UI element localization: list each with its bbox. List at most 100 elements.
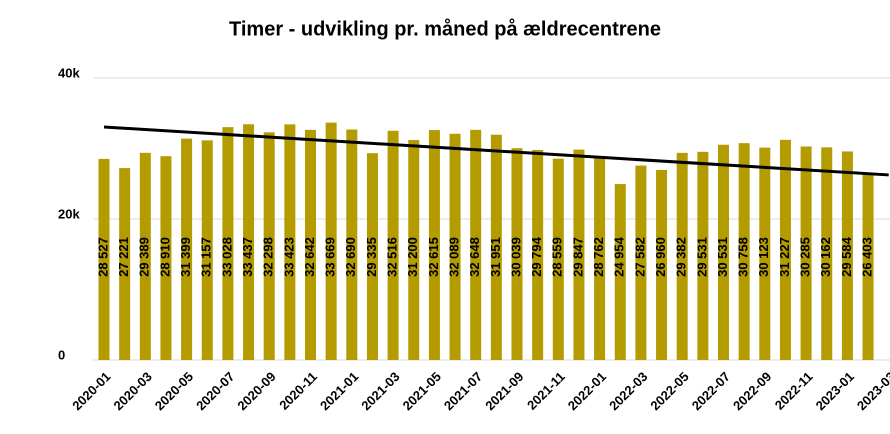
x-tick-label: 2022-03 xyxy=(606,369,650,413)
value-label: 30 531 xyxy=(715,237,730,277)
bar xyxy=(511,148,523,360)
x-tick-label: 2022-11 xyxy=(772,369,816,413)
x-tick-label: 2022-07 xyxy=(689,369,733,413)
bar xyxy=(98,158,110,360)
chart-title: Timer - udvikling pr. måned på ældrecent… xyxy=(229,17,661,40)
value-label: 30 039 xyxy=(508,237,523,277)
bar xyxy=(779,139,791,360)
value-label: 30 123 xyxy=(756,237,771,277)
trendline xyxy=(103,125,889,177)
value-label: 28 559 xyxy=(550,237,565,277)
bar xyxy=(119,168,131,360)
value-label: 26 960 xyxy=(653,237,668,277)
bar xyxy=(821,147,833,360)
bar xyxy=(759,147,771,360)
bar xyxy=(428,130,440,360)
bar xyxy=(573,149,585,360)
bar xyxy=(201,140,213,360)
value-label: 32 615 xyxy=(426,237,441,277)
bar xyxy=(862,173,874,360)
bar xyxy=(470,129,482,360)
value-label: 32 089 xyxy=(446,237,461,277)
x-tick-label: 2020-05 xyxy=(152,369,196,413)
bar xyxy=(656,169,668,360)
bar xyxy=(676,152,688,360)
bar xyxy=(160,156,172,360)
bar xyxy=(738,143,750,360)
value-label: 28 527 xyxy=(95,237,110,277)
x-tick-label: 2022-09 xyxy=(730,369,774,413)
value-label: 32 690 xyxy=(343,237,358,277)
value-label: 29 389 xyxy=(137,237,152,277)
bar xyxy=(635,165,647,360)
value-label: 29 847 xyxy=(570,237,585,277)
bar xyxy=(325,122,337,361)
y-tick-label: 20k xyxy=(58,206,80,221)
value-label: 28 762 xyxy=(591,237,606,277)
bar xyxy=(181,138,193,360)
value-label: 26 403 xyxy=(859,237,874,277)
x-tick-label: 2021-01 xyxy=(317,369,361,413)
y-tick-label: 40k xyxy=(58,65,80,80)
value-label: 33 028 xyxy=(219,237,234,277)
x-tick-label: 2022-01 xyxy=(565,369,609,413)
x-tick-label: 2022-05 xyxy=(647,369,691,413)
value-label: 32 642 xyxy=(302,237,317,277)
x-tick-label: 2023-03 xyxy=(854,369,890,413)
bar xyxy=(305,129,316,360)
x-tick-label: 2021-07 xyxy=(441,369,485,413)
bar xyxy=(263,132,275,360)
bar xyxy=(490,134,502,360)
x-tick-label: 2021-03 xyxy=(358,369,402,413)
value-label: 31 227 xyxy=(777,237,792,277)
x-tick-label: 2020-01 xyxy=(69,369,113,413)
value-label: 31 200 xyxy=(405,237,420,277)
value-label: 33 423 xyxy=(281,237,296,277)
bar xyxy=(222,127,234,360)
value-label: 28 910 xyxy=(157,237,172,277)
value-label: 32 298 xyxy=(261,237,276,277)
bar xyxy=(139,152,151,360)
x-tick-label: 2023-01 xyxy=(813,369,857,413)
value-label: 30 758 xyxy=(736,237,751,277)
value-label: 27 221 xyxy=(116,237,131,277)
value-label: 24 954 xyxy=(612,236,627,277)
bar xyxy=(346,129,358,360)
bar xyxy=(366,153,378,360)
x-tick-label: 2020-09 xyxy=(234,369,278,413)
value-label: 31 951 xyxy=(488,237,503,277)
value-label: 31 157 xyxy=(199,237,214,277)
bar xyxy=(449,133,461,360)
bar xyxy=(387,130,399,360)
y-tick-label: 0 xyxy=(58,347,65,362)
bar xyxy=(697,151,709,360)
bar xyxy=(594,157,606,360)
x-tick-label: 2020-03 xyxy=(111,369,155,413)
value-label: 30 162 xyxy=(818,237,833,277)
bar xyxy=(243,124,255,360)
x-tick-label: 2021-11 xyxy=(524,369,568,413)
value-label: 31 399 xyxy=(178,237,193,277)
value-label: 29 584 xyxy=(839,236,854,277)
value-label: 29 794 xyxy=(529,236,544,277)
bar xyxy=(284,124,296,360)
bar xyxy=(841,151,853,360)
bar xyxy=(408,140,420,360)
value-label: 29 382 xyxy=(674,237,689,277)
value-label: 29 531 xyxy=(694,237,709,277)
bar xyxy=(532,149,544,360)
bar xyxy=(800,146,812,360)
x-tick-label: 2020-11 xyxy=(276,369,320,413)
value-label: 27 582 xyxy=(632,237,647,277)
x-tick-label: 2021-09 xyxy=(482,369,526,413)
value-label: 30 285 xyxy=(798,237,813,277)
value-label: 33 669 xyxy=(323,237,338,277)
x-tick-label: 2021-05 xyxy=(400,369,444,413)
value-label: 29 335 xyxy=(364,237,379,277)
bar xyxy=(718,144,729,360)
x-tick-label: 2020-07 xyxy=(193,369,237,413)
bar xyxy=(614,184,626,360)
value-label: 32 648 xyxy=(467,237,482,277)
bar xyxy=(552,158,564,360)
